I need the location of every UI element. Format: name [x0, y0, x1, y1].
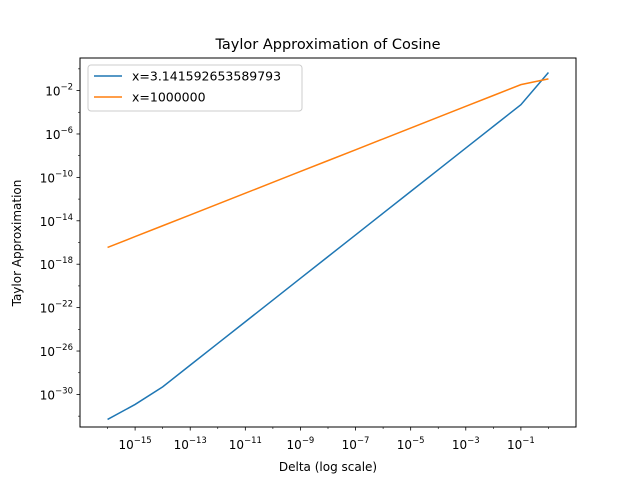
x-tick-label: 10−1: [507, 436, 535, 452]
x-tick-label: 10−7: [342, 436, 370, 452]
plot-area: [107, 72, 550, 421]
y-tick-label: 10−6: [45, 126, 73, 142]
series-line-1: [107, 72, 550, 421]
x-axis-title: Delta (log scale): [279, 460, 377, 474]
y-axis: 10−30 10−26 10−22 10−18 10−14 10−10 10−6 10−2: [40, 68, 80, 417]
legend: x=3.141592653589793 x=1000000: [87, 64, 303, 112]
legend-label-1: x=3.141592653589793: [132, 69, 281, 84]
chart-title: Taylor Approximation of Cosine: [214, 37, 440, 53]
legend-box: [87, 64, 303, 112]
y-tick-label: 10−26: [40, 343, 73, 359]
legend-label-2: x=1000000: [132, 90, 206, 105]
y-axis-title: Taylor Approximation: [10, 180, 24, 308]
x-tick-label: 10−3: [452, 436, 480, 452]
y-tick-label: 10−22: [40, 300, 73, 316]
y-tick-label: 10−30: [40, 386, 73, 402]
y-tick-label: 10−14: [40, 213, 73, 229]
x-tick-label: 10−15: [118, 436, 151, 452]
y-tick-label: 10−18: [40, 256, 73, 272]
series-line-2: [107, 78, 549, 249]
plot-frame: [79, 57, 577, 428]
x-tick-label: 10−5: [397, 436, 425, 452]
x-tick-label: 10−9: [287, 436, 315, 452]
x-tick-label: 10−13: [174, 436, 207, 452]
x-tick-label: 10−11: [229, 436, 262, 452]
x-axis: 10−15 10−13 10−11 10−9 10−7 10−5 10−3 10−1: [107, 427, 549, 452]
y-tick-label: 10−10: [40, 169, 73, 185]
y-tick-label: 10−2: [45, 83, 73, 99]
